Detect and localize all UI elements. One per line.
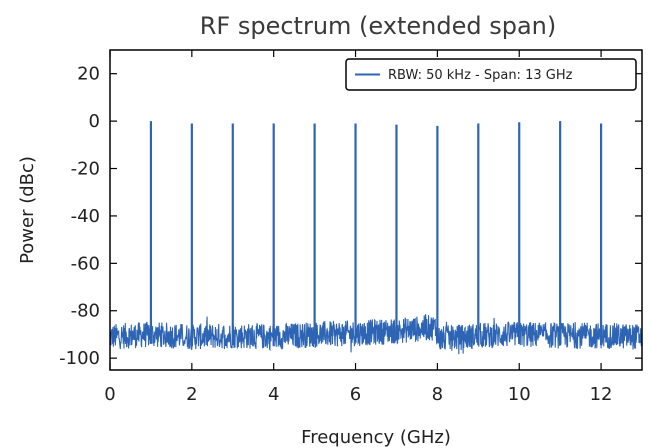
x-axis: 0 2 4 6 8 10 12 bbox=[104, 50, 613, 405]
x-axis-label: Frequency (GHz) bbox=[301, 427, 451, 448]
x-tick-label: 6 bbox=[350, 384, 361, 405]
y-tick-label: -40 bbox=[71, 206, 100, 227]
legend: RBW: 50 kHz - Span: 13 GHz bbox=[345, 58, 637, 91]
legend-box bbox=[345, 58, 637, 91]
x-tick-label: 2 bbox=[186, 384, 197, 405]
x-tick-label: 8 bbox=[432, 384, 443, 405]
x-tick-label: 12 bbox=[590, 384, 613, 405]
noise-floor-trace bbox=[109, 314, 643, 355]
x-tick-label: 4 bbox=[268, 384, 279, 405]
y-tick-label: -20 bbox=[71, 159, 100, 180]
x-tick-label: 0 bbox=[104, 384, 115, 405]
legend-label: RBW: 50 kHz - Span: 13 GHz bbox=[388, 68, 573, 83]
plot-area bbox=[109, 121, 643, 355]
y-axis-label: Power (dBc) bbox=[17, 156, 38, 264]
y-tick-label: -60 bbox=[71, 253, 100, 274]
x-tick-label: 10 bbox=[508, 384, 531, 405]
y-tick-label: 20 bbox=[77, 64, 100, 85]
y-axis: 20 0 -20 -40 -60 -80 -100 bbox=[59, 64, 642, 369]
y-tick-label: 0 bbox=[89, 111, 100, 132]
y-tick-label: -100 bbox=[59, 348, 100, 369]
y-tick-label: -80 bbox=[71, 301, 100, 322]
plot-frame bbox=[109, 49, 643, 371]
chart-title: RF spectrum (extended span) bbox=[200, 12, 556, 40]
